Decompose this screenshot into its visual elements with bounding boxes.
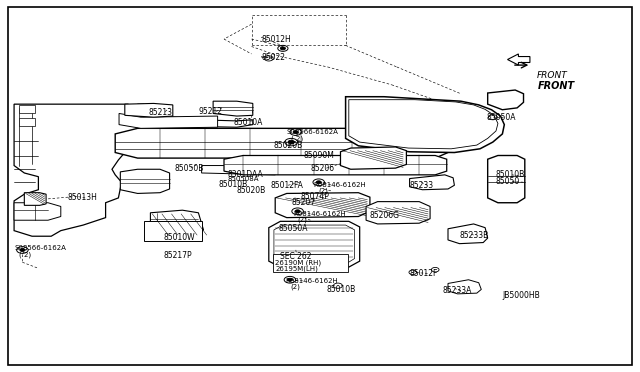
Text: 85012F: 85012F — [410, 269, 438, 278]
Text: SEC 262: SEC 262 — [280, 252, 311, 261]
Text: 85010A: 85010A — [234, 118, 263, 127]
Text: R08146-6162H: R08146-6162H — [293, 211, 346, 217]
Text: 85010B: 85010B — [496, 170, 525, 179]
Polygon shape — [125, 103, 173, 117]
Polygon shape — [410, 175, 454, 190]
Text: R08146-6162H: R08146-6162H — [314, 182, 366, 188]
Text: 85010B: 85010B — [326, 285, 356, 294]
Circle shape — [316, 181, 321, 184]
Text: FRONT: FRONT — [536, 71, 567, 80]
Polygon shape — [202, 166, 275, 175]
Polygon shape — [138, 104, 253, 127]
Circle shape — [295, 210, 300, 213]
Polygon shape — [349, 100, 498, 149]
Text: 85022: 85022 — [261, 53, 285, 62]
Text: (2): (2) — [318, 187, 328, 194]
Text: 8301DAA: 8301DAA — [227, 170, 263, 179]
Bar — [273, 254, 348, 272]
Bar — [144, 221, 202, 241]
Polygon shape — [448, 280, 481, 294]
Text: 85074P: 85074P — [301, 192, 330, 201]
Polygon shape — [275, 193, 370, 218]
Text: 85207: 85207 — [291, 198, 316, 207]
Text: S08566-6162A: S08566-6162A — [287, 129, 339, 135]
Text: ( 2): ( 2) — [291, 135, 303, 142]
Polygon shape — [488, 90, 524, 110]
Polygon shape — [340, 147, 406, 169]
Text: FRONT: FRONT — [538, 81, 575, 90]
Bar — [19, 118, 35, 126]
Text: 85050A: 85050A — [486, 113, 516, 122]
Text: 85050B: 85050B — [175, 164, 204, 173]
Text: 85010W: 85010W — [163, 233, 195, 242]
Text: 26190M (RH): 26190M (RH) — [275, 260, 321, 266]
Text: 85090M: 85090M — [304, 151, 335, 160]
Text: 85233B: 85233B — [460, 231, 489, 240]
Bar — [19, 105, 35, 113]
Text: 85010B: 85010B — [219, 180, 248, 189]
Text: 850508A: 850508A — [227, 176, 259, 182]
Polygon shape — [150, 210, 204, 237]
Polygon shape — [224, 155, 447, 175]
Text: 85013H: 85013H — [67, 193, 97, 202]
Text: JB5000HB: JB5000HB — [502, 291, 540, 300]
Polygon shape — [488, 155, 525, 203]
Polygon shape — [213, 101, 253, 116]
Polygon shape — [24, 193, 46, 205]
Polygon shape — [448, 224, 488, 244]
Text: 85012FA: 85012FA — [270, 181, 303, 190]
Circle shape — [288, 140, 294, 144]
Text: ( 2): ( 2) — [19, 251, 31, 258]
Text: 85233: 85233 — [410, 181, 434, 190]
Polygon shape — [346, 97, 504, 153]
Text: 85020B: 85020B — [237, 186, 266, 195]
Polygon shape — [269, 221, 360, 267]
Text: 85206: 85206 — [310, 164, 335, 173]
Text: 85020B: 85020B — [274, 141, 303, 150]
Polygon shape — [14, 104, 138, 236]
Polygon shape — [508, 54, 530, 65]
Circle shape — [20, 248, 25, 251]
Text: R08146-6162H: R08146-6162H — [285, 278, 338, 284]
Text: 85050: 85050 — [496, 177, 520, 186]
Polygon shape — [120, 169, 170, 193]
Text: S08566-6162A: S08566-6162A — [14, 246, 66, 251]
Text: 85233A: 85233A — [443, 286, 472, 295]
Polygon shape — [119, 113, 218, 128]
Circle shape — [287, 278, 292, 281]
Text: 26195M(LH): 26195M(LH) — [275, 265, 318, 272]
Text: 95212: 95212 — [198, 107, 223, 116]
Text: 85217P: 85217P — [163, 251, 192, 260]
Text: (2): (2) — [290, 284, 300, 291]
Text: (2): (2) — [298, 217, 307, 224]
Polygon shape — [274, 225, 355, 264]
Text: 85050A: 85050A — [278, 224, 308, 233]
Circle shape — [280, 47, 285, 50]
Polygon shape — [366, 202, 430, 224]
Polygon shape — [115, 128, 448, 158]
Text: 85012H: 85012H — [261, 35, 291, 44]
Text: 85206G: 85206G — [370, 211, 400, 220]
Circle shape — [293, 131, 298, 134]
Text: 85213: 85213 — [148, 108, 173, 117]
Polygon shape — [14, 203, 61, 220]
